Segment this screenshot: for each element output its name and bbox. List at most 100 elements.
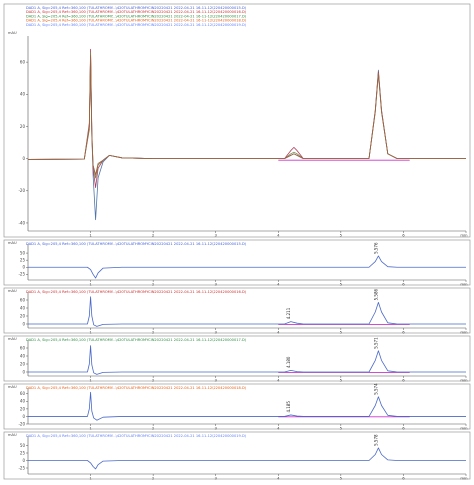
y-tick-label: 40: [20, 92, 26, 97]
panel-frame: [3, 3, 471, 238]
y-tick-label: 50: [20, 250, 26, 255]
x-tick-label: 4: [277, 378, 280, 383]
series-line-1: [28, 345, 466, 375]
x-tick-label: 2: [152, 426, 155, 431]
y-tick-label: 60: [20, 345, 26, 350]
y-axis-label: mAU: [8, 385, 17, 389]
x-tick-label: min: [460, 233, 468, 238]
chart-panel-6: DAD1 A, Sig=205,4 Ref=360,100 (TULATHROM…: [3, 431, 471, 481]
peak-label: 5.578: [373, 434, 378, 446]
x-tick-label: 1: [89, 476, 92, 481]
y-tick-label: 40: [20, 399, 26, 404]
y-axis-label: mAU: [8, 433, 17, 437]
x-tick-label: 1: [89, 233, 92, 238]
x-tick-label: 4: [277, 330, 280, 335]
y-tick-label: -25: [18, 465, 25, 470]
x-tick-label: 5: [340, 233, 343, 238]
y-tick-label: 20: [20, 313, 26, 318]
y-tick-label: 0: [22, 458, 25, 463]
x-tick-label: 6: [402, 378, 405, 383]
y-tick-label: 60: [20, 60, 26, 65]
x-tick-label: 2: [152, 282, 155, 287]
x-tick-label: 3: [215, 476, 218, 481]
x-tick-label: 5: [340, 426, 343, 431]
x-tick-label: 6: [402, 233, 405, 238]
legend-entry: DAD1 A, Sig=205,4 Ref=360,100 (TULATHROM…: [26, 338, 247, 342]
x-tick-label: 1: [89, 378, 92, 383]
x-tick-label: 5: [340, 378, 343, 383]
y-tick-label: -20: [18, 421, 25, 426]
y-axis-label: mAU: [8, 337, 17, 341]
chart-panel-3: DAD1 A, Sig=205,4 Ref=360,100 (TULATHROM…: [3, 287, 471, 335]
legend-entry: DAD1 A, Sig=205,4 Ref=360,100 (TULATHROM…: [26, 10, 247, 14]
chart-panel-1: DAD1 A, Sig=205,4 Ref=360,100 (TULATHROM…: [3, 3, 471, 238]
legend-entry: DAD1 A, Sig=205,4 Ref=360,100 (TULATHROM…: [26, 242, 247, 246]
legend-entry: DAD1 A, Sig=205,4 Ref=360,100 (TULATHROM…: [26, 6, 247, 10]
y-tick-label: 40: [20, 305, 26, 310]
x-tick-label: 6: [402, 330, 405, 335]
series-line-1: [28, 447, 466, 470]
panel-frame: [3, 383, 471, 430]
y-tick-label: 40: [20, 353, 26, 358]
x-tick-label: 4: [277, 476, 280, 481]
x-tick-label: 3: [215, 378, 218, 383]
x-tick-label: 2: [152, 330, 155, 335]
legend-entry: DAD1 A, Sig=205,4 Ref=360,100 (TULATHROM…: [26, 434, 247, 438]
y-tick-label: 0: [22, 321, 25, 326]
y-axis-label: mAU: [8, 241, 17, 245]
x-tick-label: 4: [277, 426, 280, 431]
y-tick-label: 0: [22, 156, 25, 161]
x-tick-label: 3: [215, 330, 218, 335]
y-tick-label: 25: [20, 450, 26, 455]
y-tick-label: -40: [18, 220, 25, 225]
panel-frame: [3, 431, 471, 480]
x-tick-label: 2: [152, 233, 155, 238]
peak-label: 4.180: [286, 356, 291, 368]
series-line-1: [28, 255, 466, 279]
x-tick-label: min: [460, 426, 468, 431]
peak-label: 4.211: [286, 307, 291, 319]
chart-panel-5: DAD1 A, Sig=205,4 Ref=360,100 (TULATHROM…: [3, 383, 471, 431]
legend-entry: DAD1 A, Sig=205,4 Ref=360,100 (TULATHROM…: [26, 19, 247, 23]
x-tick-label: 4: [277, 233, 280, 238]
x-tick-label: 6: [402, 282, 405, 287]
y-tick-label: 20: [20, 361, 26, 366]
x-tick-label: 1: [89, 426, 92, 431]
x-tick-label: 1: [89, 282, 92, 287]
x-tick-label: min: [460, 282, 468, 287]
x-tick-label: 2: [152, 476, 155, 481]
x-tick-label: 6: [402, 426, 405, 431]
x-tick-label: 6: [402, 476, 405, 481]
y-tick-label: 0: [22, 265, 25, 270]
y-tick-label: 60: [20, 391, 26, 396]
x-tick-label: 2: [152, 378, 155, 383]
peak-label: 5.571: [373, 337, 378, 349]
y-tick-label: 25: [20, 258, 26, 263]
peak-label: 4.185: [286, 401, 291, 413]
y-axis-label: mAU: [8, 31, 17, 35]
x-tick-label: 3: [215, 282, 218, 287]
y-tick-label: 0: [22, 414, 25, 419]
x-tick-label: 5: [340, 282, 343, 287]
series-line-4: [27, 55, 466, 176]
legend-entry: DAD1 A, Sig=205,4 Ref=360,100 (TULATHROM…: [26, 23, 247, 27]
y-tick-label: -20: [18, 188, 25, 193]
y-axis-label: mAU: [8, 289, 17, 293]
panel-frame: [3, 239, 471, 286]
y-tick-label: -25: [18, 272, 25, 277]
panel-frame: [3, 287, 471, 334]
x-tick-label: 1: [89, 330, 92, 335]
x-tick-label: 4: [277, 282, 280, 287]
y-tick-label: 0: [22, 369, 25, 374]
x-tick-label: min: [460, 378, 468, 383]
chart-panel-2: DAD1 A, Sig=205,4 Ref=360,100 (TULATHROM…: [3, 239, 471, 287]
panel-frame: [3, 335, 471, 382]
legend-entry: DAD1 A, Sig=205,4 Ref=360,100 (TULATHROM…: [26, 386, 247, 390]
chart-panel-4: DAD1 A, Sig=205,4 Ref=360,100 (TULATHROM…: [3, 335, 471, 383]
peak-label: 5.574: [373, 383, 378, 395]
series-line-1: [28, 391, 466, 421]
x-tick-label: min: [460, 330, 468, 335]
y-tick-label: 20: [20, 124, 26, 129]
x-tick-label: 3: [215, 426, 218, 431]
